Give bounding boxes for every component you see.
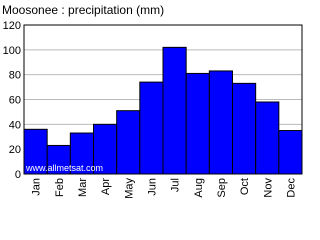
chart-title: Moosonee : precipitation (mm) (2, 3, 164, 17)
bar (232, 82, 257, 175)
y-tick-label: 20 (9, 144, 21, 156)
x-tick-label: Oct (239, 178, 251, 195)
plot-frame (23, 24, 303, 175)
x-tick-label: May (123, 178, 135, 199)
bar (162, 46, 187, 175)
x-tick-label: Mar (77, 178, 89, 197)
bar (139, 81, 164, 175)
y-tick-label: 40 (9, 119, 21, 131)
bar (255, 101, 280, 175)
x-tick-label: Apr (100, 178, 112, 195)
bar (208, 70, 233, 175)
x-tick-label: Aug (193, 178, 205, 198)
x-tick-label: Jul (170, 178, 182, 192)
chart: Moosonee : precipitation (mm) 0 20 40 60 80 1… (2, 3, 303, 199)
bar (278, 130, 303, 175)
y-tick-label: 80 (9, 70, 21, 82)
bar (185, 72, 210, 175)
x-tick-label: Jan (31, 178, 43, 196)
y-tick-label: 0 (15, 169, 21, 181)
y-tick-label: 120 (3, 20, 21, 32)
bar (116, 110, 141, 175)
x-tick-label: Jun (146, 178, 158, 196)
x-tick-label: Sep (216, 178, 228, 198)
page: Moosonee : precipitation (mm) 0 20 40 60 80 1… (2, 3, 303, 199)
x-tick-label: Dec (285, 178, 297, 198)
x-tick-label: Nov (262, 178, 274, 198)
watermark: www.allmetsat.com (25, 163, 103, 173)
y-tick-label: 60 (9, 95, 21, 107)
x-tick-label: Feb (54, 178, 66, 197)
y-tick-label: 100 (3, 45, 21, 57)
